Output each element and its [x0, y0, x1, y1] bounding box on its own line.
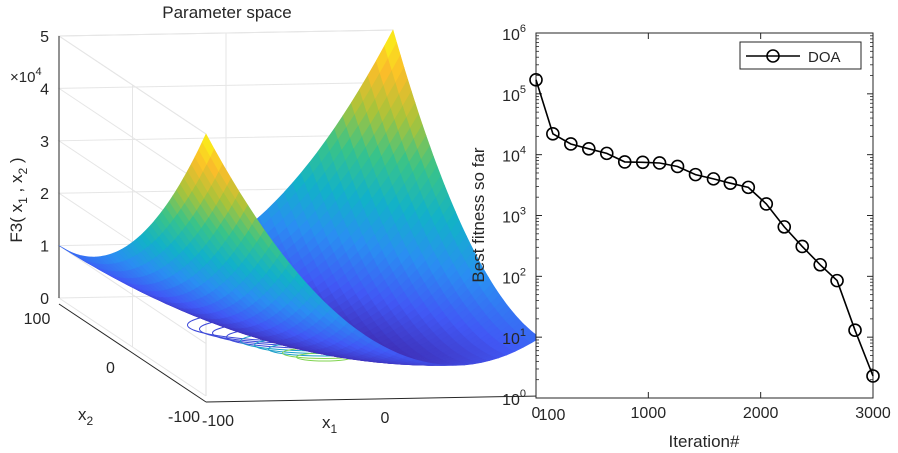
y-tick-label: 102	[502, 266, 526, 287]
z-tick-label: 5	[40, 29, 49, 46]
x1-tick-label: 100	[539, 407, 566, 424]
exponent-base: ×10	[10, 69, 35, 86]
x1-axis-line	[205, 395, 541, 403]
x2-tick-label: 100	[24, 311, 51, 328]
x-tick-label: 1000	[631, 405, 667, 422]
y-tick-exponent: 3	[520, 206, 526, 218]
x-tick-label: 3000	[855, 405, 891, 422]
z-tick-label: 1	[40, 239, 49, 256]
doa-marker	[670, 159, 685, 174]
doa-marker	[581, 141, 596, 156]
doa-marker	[848, 323, 862, 338]
y-tick-base: 10	[502, 88, 520, 105]
legend-box	[739, 41, 862, 70]
x1-tick-label: 0	[381, 410, 390, 427]
y-tick-base: 10	[502, 149, 520, 166]
x1-tick-label: -100	[202, 413, 234, 430]
legend-entry-doa: DOA	[808, 49, 841, 66]
x-tick-label: 2000	[743, 405, 779, 422]
doa-marker	[830, 273, 844, 288]
doa-marker	[564, 137, 578, 151]
exponent-label: ×104	[10, 66, 42, 86]
legend: DOA	[739, 41, 862, 70]
surface-mesh	[58, 29, 541, 366]
y-tick-base: 10	[502, 392, 520, 409]
doa-marker	[635, 155, 650, 170]
x2-tick-label: -100	[168, 409, 200, 426]
doa-line	[535, 79, 874, 377]
doa-marker	[741, 180, 756, 195]
plot-area	[535, 32, 874, 399]
y-tick-label: 100	[502, 388, 526, 409]
surface-title: Parameter space	[162, 3, 291, 22]
legend-marker	[766, 49, 780, 63]
y-tick-exponent: 5	[520, 84, 526, 96]
y-tick-label: 101	[502, 327, 526, 348]
doa-marker	[706, 172, 721, 186]
doa-marker	[759, 197, 774, 211]
convergence-axes	[535, 32, 874, 399]
doa-marker	[795, 239, 810, 254]
y-tick-base: 10	[502, 270, 520, 287]
doa-marker	[617, 155, 632, 169]
fitness-axis-label: Best fitness so far	[469, 147, 488, 282]
z-tick-label: 3	[40, 134, 49, 151]
z-tick-label: 0	[40, 291, 49, 308]
y-tick-label: 104	[502, 145, 526, 166]
y-tick-exponent: 4	[520, 145, 526, 157]
doa-marker	[652, 156, 667, 170]
x-tick-label: 0	[532, 405, 541, 422]
svg-text:×104: ×104	[10, 66, 42, 86]
doa-marker	[866, 369, 880, 383]
y-tick-base: 10	[502, 210, 520, 227]
y-tick-exponent: 0	[520, 388, 526, 400]
doa-marker	[599, 146, 614, 161]
x1-axis-label: x1	[322, 413, 338, 436]
doa-marker	[546, 127, 560, 141]
y-tick-label: 103	[502, 206, 526, 227]
z-axis-label: F3( x1 , x2 )	[7, 157, 30, 242]
y-tick-exponent: 1	[520, 327, 526, 339]
x2-axis-line	[58, 303, 207, 403]
y-tick-exponent: 6	[520, 23, 526, 35]
y-tick-exponent: 2	[520, 266, 526, 278]
iteration-axis-label: Iteration#	[669, 432, 740, 451]
doa-marker	[723, 176, 738, 190]
y-tick-label: 106	[502, 23, 526, 44]
doa-marker	[777, 220, 792, 234]
exponent-power: 4	[35, 66, 41, 78]
y-tick-base: 10	[502, 27, 520, 44]
doa-marker	[688, 167, 703, 182]
z-tick-label: 4	[40, 81, 49, 98]
y-tick-base: 10	[502, 331, 520, 348]
z-tick-label: 2	[40, 186, 49, 203]
x2-axis-label: x2	[78, 405, 94, 428]
y-tick-label: 105	[502, 84, 526, 105]
doa-marker	[529, 73, 543, 87]
x2-tick-label: 0	[106, 360, 115, 377]
doa-marker	[813, 257, 828, 272]
doa-series	[529, 73, 880, 383]
